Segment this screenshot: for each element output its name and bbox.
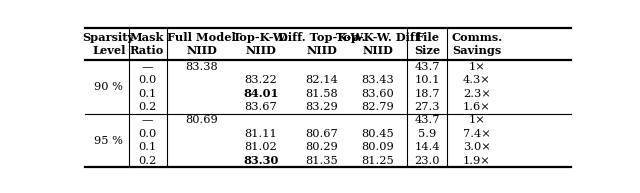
Text: 14.4: 14.4 [415, 142, 440, 152]
Text: 83.22: 83.22 [244, 75, 277, 85]
Text: Comms.
Savings: Comms. Savings [451, 32, 502, 56]
Text: 95 %: 95 % [94, 135, 124, 146]
Text: 1.6×: 1.6× [463, 102, 491, 112]
Text: 27.3: 27.3 [415, 102, 440, 112]
Text: 0.2: 0.2 [138, 156, 156, 166]
Text: 1×: 1× [468, 115, 485, 125]
Text: 80.29: 80.29 [305, 142, 338, 152]
Text: 84.01: 84.01 [243, 88, 279, 99]
Text: 83.67: 83.67 [244, 102, 277, 112]
Text: 7.4×: 7.4× [463, 129, 491, 139]
Text: 83.38: 83.38 [185, 62, 218, 72]
Text: 80.67: 80.67 [305, 129, 338, 139]
Text: 82.14: 82.14 [305, 75, 338, 85]
Text: 0.2: 0.2 [138, 102, 156, 112]
Text: 43.7: 43.7 [415, 115, 440, 125]
Text: 81.02: 81.02 [244, 142, 277, 152]
Text: 90 %: 90 % [94, 82, 124, 92]
Text: 0.1: 0.1 [138, 89, 156, 99]
Text: 80.09: 80.09 [361, 142, 394, 152]
Text: 18.7: 18.7 [415, 89, 440, 99]
Text: 81.25: 81.25 [361, 156, 394, 166]
Text: 80.69: 80.69 [185, 115, 218, 125]
Text: 1.9×: 1.9× [463, 156, 491, 166]
Text: Top-K-W. Diff
NIID: Top-K-W. Diff NIID [335, 32, 420, 56]
Text: 23.0: 23.0 [415, 156, 440, 166]
Text: 10.1: 10.1 [415, 75, 440, 85]
Text: 81.58: 81.58 [305, 89, 338, 99]
Text: 80.45: 80.45 [361, 129, 394, 139]
Text: 83.43: 83.43 [361, 75, 394, 85]
Text: Top-K-W.
NIID: Top-K-W. NIID [233, 32, 289, 56]
Text: Full Model
NIID: Full Model NIID [167, 32, 236, 56]
Text: 43.7: 43.7 [415, 62, 440, 72]
Text: 0.0: 0.0 [138, 75, 156, 85]
Text: 83.60: 83.60 [361, 89, 394, 99]
Text: 1×: 1× [468, 62, 485, 72]
Text: 3.0×: 3.0× [463, 142, 491, 152]
Text: 82.79: 82.79 [361, 102, 394, 112]
Text: —: — [141, 115, 153, 125]
Text: Sparsity
Level: Sparsity Level [83, 32, 135, 56]
Text: Mask
Ratio: Mask Ratio [130, 32, 164, 56]
Text: 2.3×: 2.3× [463, 89, 491, 99]
Text: 81.11: 81.11 [244, 129, 277, 139]
Text: 5.9: 5.9 [418, 129, 436, 139]
Text: 0.0: 0.0 [138, 129, 156, 139]
Text: Diff. Top-K-W.
NIID: Diff. Top-K-W. NIID [278, 32, 365, 56]
Text: 83.29: 83.29 [305, 102, 338, 112]
Text: 4.3×: 4.3× [463, 75, 491, 85]
Text: File
Size: File Size [414, 32, 440, 56]
Text: 83.30: 83.30 [243, 155, 279, 166]
Text: 0.1: 0.1 [138, 142, 156, 152]
Text: 81.35: 81.35 [305, 156, 338, 166]
Text: —: — [141, 62, 153, 72]
